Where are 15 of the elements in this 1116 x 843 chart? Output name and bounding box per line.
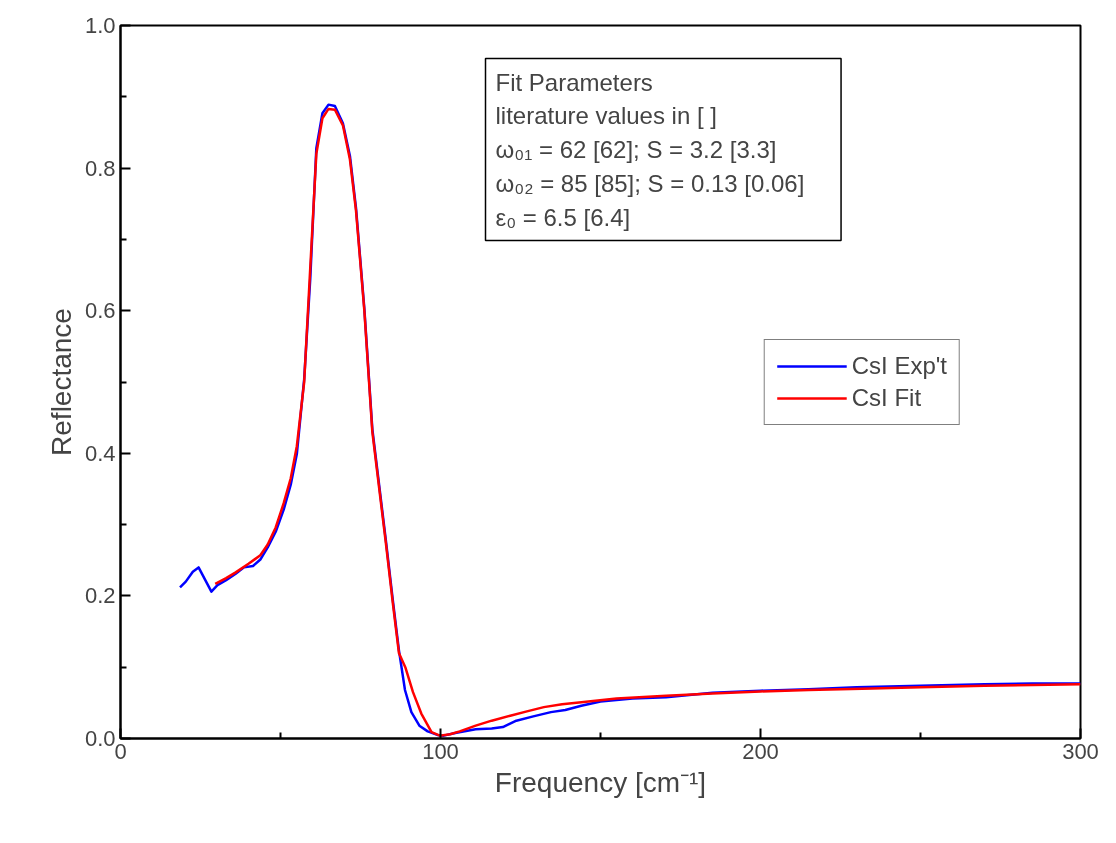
annotation: Fit Parameters literature values in [ ] ω₀₁ = 62 [62]; S = 3.2 [3.3] ω₀₂ = 85 [85]; S = 0.13 [0.06] ε₀ = 6.5 [6.4]: [495, 68, 805, 231]
y-axis-title: Reflectance: [45, 308, 77, 456]
x-tick-label: 100: [422, 738, 459, 764]
y-tick-label: 0.4: [84, 440, 116, 466]
x-tick-label: 200: [742, 738, 779, 764]
y-tick-label: 0.8: [84, 155, 116, 181]
y-tick-label: 0.2: [84, 583, 116, 609]
y-tick-label: 1.0: [84, 13, 116, 38]
legend-label: CsI Exp't: [851, 351, 947, 380]
y-tick-label: 0.6: [84, 298, 116, 324]
x-tick-label: 0: [114, 738, 127, 764]
x-axis-title: Frequency [cm⁻¹]: [494, 766, 707, 798]
x-tick-label: 300: [1062, 738, 1099, 764]
legend-label: CsI Fit: [851, 383, 922, 412]
y-tick-label: 0.0: [84, 726, 116, 751]
